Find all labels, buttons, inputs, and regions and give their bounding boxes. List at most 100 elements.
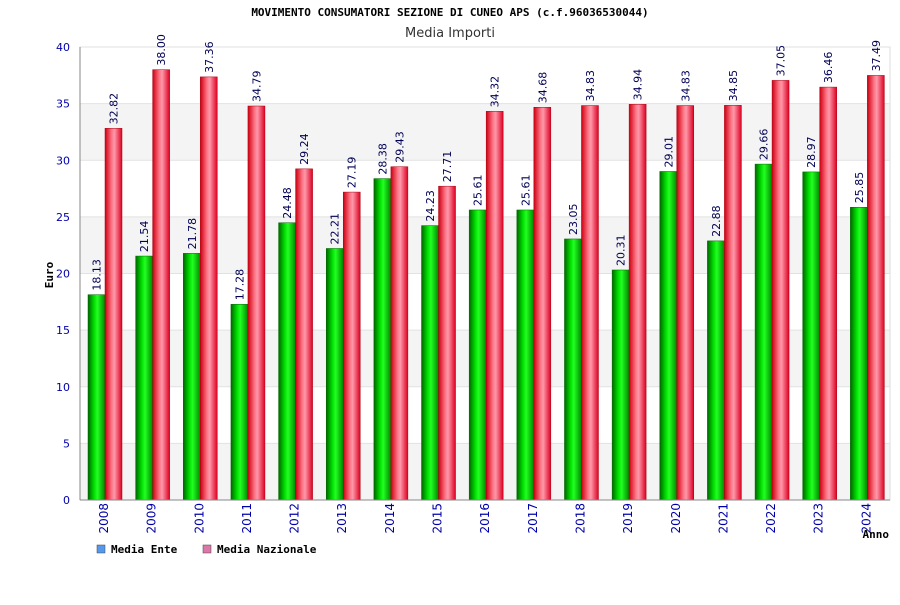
data-label: 28.97	[805, 136, 818, 168]
bar-media-ente-2008	[87, 294, 106, 501]
bar-media-nazionale-2023	[819, 86, 837, 501]
y-tick-label: 25	[56, 211, 70, 224]
y-tick-label: 20	[56, 268, 70, 281]
x-tick-label: 2013	[335, 503, 349, 534]
y-axis-ticks: 0 5 10 15 20 25 30 35 40	[56, 41, 70, 507]
bar-media-ente-2023	[802, 171, 820, 501]
value-labels: 18.13 32.82 21.54 38.00 21.78 37.36 17.28 34.79…	[91, 34, 883, 300]
x-tick-label: 2020	[669, 503, 683, 534]
legend-swatch	[202, 544, 212, 554]
x-tick-label: 2018	[573, 503, 587, 534]
data-label: 36.46	[822, 52, 835, 84]
bar-media-nazionale-2008	[104, 128, 123, 501]
data-label: 18.13	[91, 259, 104, 291]
data-label: 34.83	[679, 70, 692, 102]
data-label: 20.31	[615, 234, 628, 266]
data-label: 29.43	[393, 131, 406, 163]
bar-media-nazionale-2020	[676, 105, 695, 501]
y-axis-label: Euro	[43, 261, 56, 288]
y-tick-label: 10	[56, 381, 70, 394]
y-tick-label: 40	[56, 41, 70, 54]
data-label: 34.85	[727, 70, 740, 102]
data-label: 37.05	[775, 45, 788, 77]
data-label: 27.19	[346, 157, 359, 189]
bar-media-nazionale-2024	[867, 75, 885, 501]
chart-title: MOVIMENTO CONSUMATORI SEZIONE DI CUNEO A…	[251, 6, 648, 19]
data-label: 25.85	[853, 172, 866, 204]
data-label: 23.05	[567, 203, 580, 235]
bar-media-ente-2009	[135, 255, 153, 501]
data-label: 34.83	[584, 70, 597, 102]
bar-media-nazionale-2011	[247, 105, 266, 501]
y-tick-label: 0	[63, 494, 70, 507]
x-tick-label: 2023	[812, 503, 826, 534]
data-label: 34.79	[250, 71, 263, 103]
bar-media-nazionale-2009	[152, 69, 170, 501]
bar-media-ente-2021	[707, 240, 725, 501]
data-label: 25.61	[519, 174, 532, 206]
data-label: 37.49	[870, 40, 883, 72]
x-axis-label: Anno	[863, 528, 890, 541]
data-label: 22.88	[710, 205, 723, 237]
x-tick-label: 2011	[240, 503, 254, 534]
bar-media-nazionale-2012	[295, 168, 313, 501]
data-label: 28.38	[376, 143, 389, 175]
data-label: 25.61	[472, 174, 485, 206]
x-tick-label: 2009	[145, 503, 159, 534]
data-label: 37.36	[203, 41, 216, 73]
bar-media-nazionale-2014	[390, 166, 409, 501]
data-label: 29.24	[298, 133, 311, 165]
data-label: 29.01	[662, 136, 675, 168]
x-tick-label: 2019	[621, 503, 635, 534]
bar-media-ente-2022	[754, 163, 773, 501]
x-tick-label: 2022	[764, 503, 778, 534]
x-axis-ticks: 2008 2009 2010 2011 2012 2013 2014 2015 2016 2017…	[97, 503, 873, 534]
x-tick-label: 2008	[97, 503, 111, 534]
bars	[87, 69, 885, 501]
data-label: 38.00	[155, 34, 168, 66]
data-label: 34.68	[536, 72, 549, 104]
legend-label: Media Nazionale	[217, 543, 317, 556]
bar-media-nazionale-2018	[581, 105, 599, 501]
x-tick-label: 2017	[526, 503, 540, 534]
x-tick-label: 2015	[431, 503, 445, 534]
bar-media-ente-2012	[278, 222, 296, 501]
bar-media-nazionale-2019	[628, 104, 647, 501]
legend-label: Media Ente	[111, 543, 178, 556]
x-tick-label: 2010	[192, 503, 206, 534]
x-tick-label: 2016	[478, 503, 492, 534]
bar-media-nazionale-2022	[771, 80, 790, 501]
data-label: 29.66	[758, 129, 771, 161]
data-label: 34.32	[489, 76, 502, 108]
data-label: 24.23	[424, 190, 437, 222]
data-label: 21.78	[186, 218, 199, 250]
bar-media-ente-2013	[325, 248, 344, 501]
data-label: 34.94	[632, 69, 645, 101]
data-label: 32.82	[108, 93, 121, 125]
y-tick-label: 30	[56, 154, 70, 167]
bar-media-nazionale-2013	[342, 191, 361, 501]
data-label: 27.71	[441, 151, 454, 183]
bar-media-ente-2017	[516, 209, 535, 501]
bar-media-nazionale-2021	[724, 105, 742, 501]
legend-swatch	[96, 544, 106, 554]
bar-media-ente-2024	[850, 206, 868, 501]
data-label: 17.28	[233, 269, 246, 300]
bar-media-ente-2014	[373, 178, 392, 501]
y-tick-label: 15	[56, 324, 70, 337]
bar-media-ente-2020	[659, 171, 678, 501]
data-label: 21.54	[138, 221, 151, 253]
legend: Media Ente Media Nazionale	[96, 543, 317, 556]
bar-media-ente-2016	[468, 209, 487, 501]
bar-media-nazionale-2017	[533, 106, 552, 501]
data-label: 22.21	[329, 213, 342, 245]
x-tick-label: 2014	[383, 503, 397, 534]
bar-media-ente-2018	[564, 238, 582, 501]
bar-media-ente-2015	[421, 225, 439, 501]
bar-media-ente-2011	[230, 304, 249, 501]
data-label: 24.48	[281, 187, 294, 219]
y-tick-label: 35	[56, 98, 70, 111]
bar-media-nazionale-2015	[438, 185, 456, 501]
